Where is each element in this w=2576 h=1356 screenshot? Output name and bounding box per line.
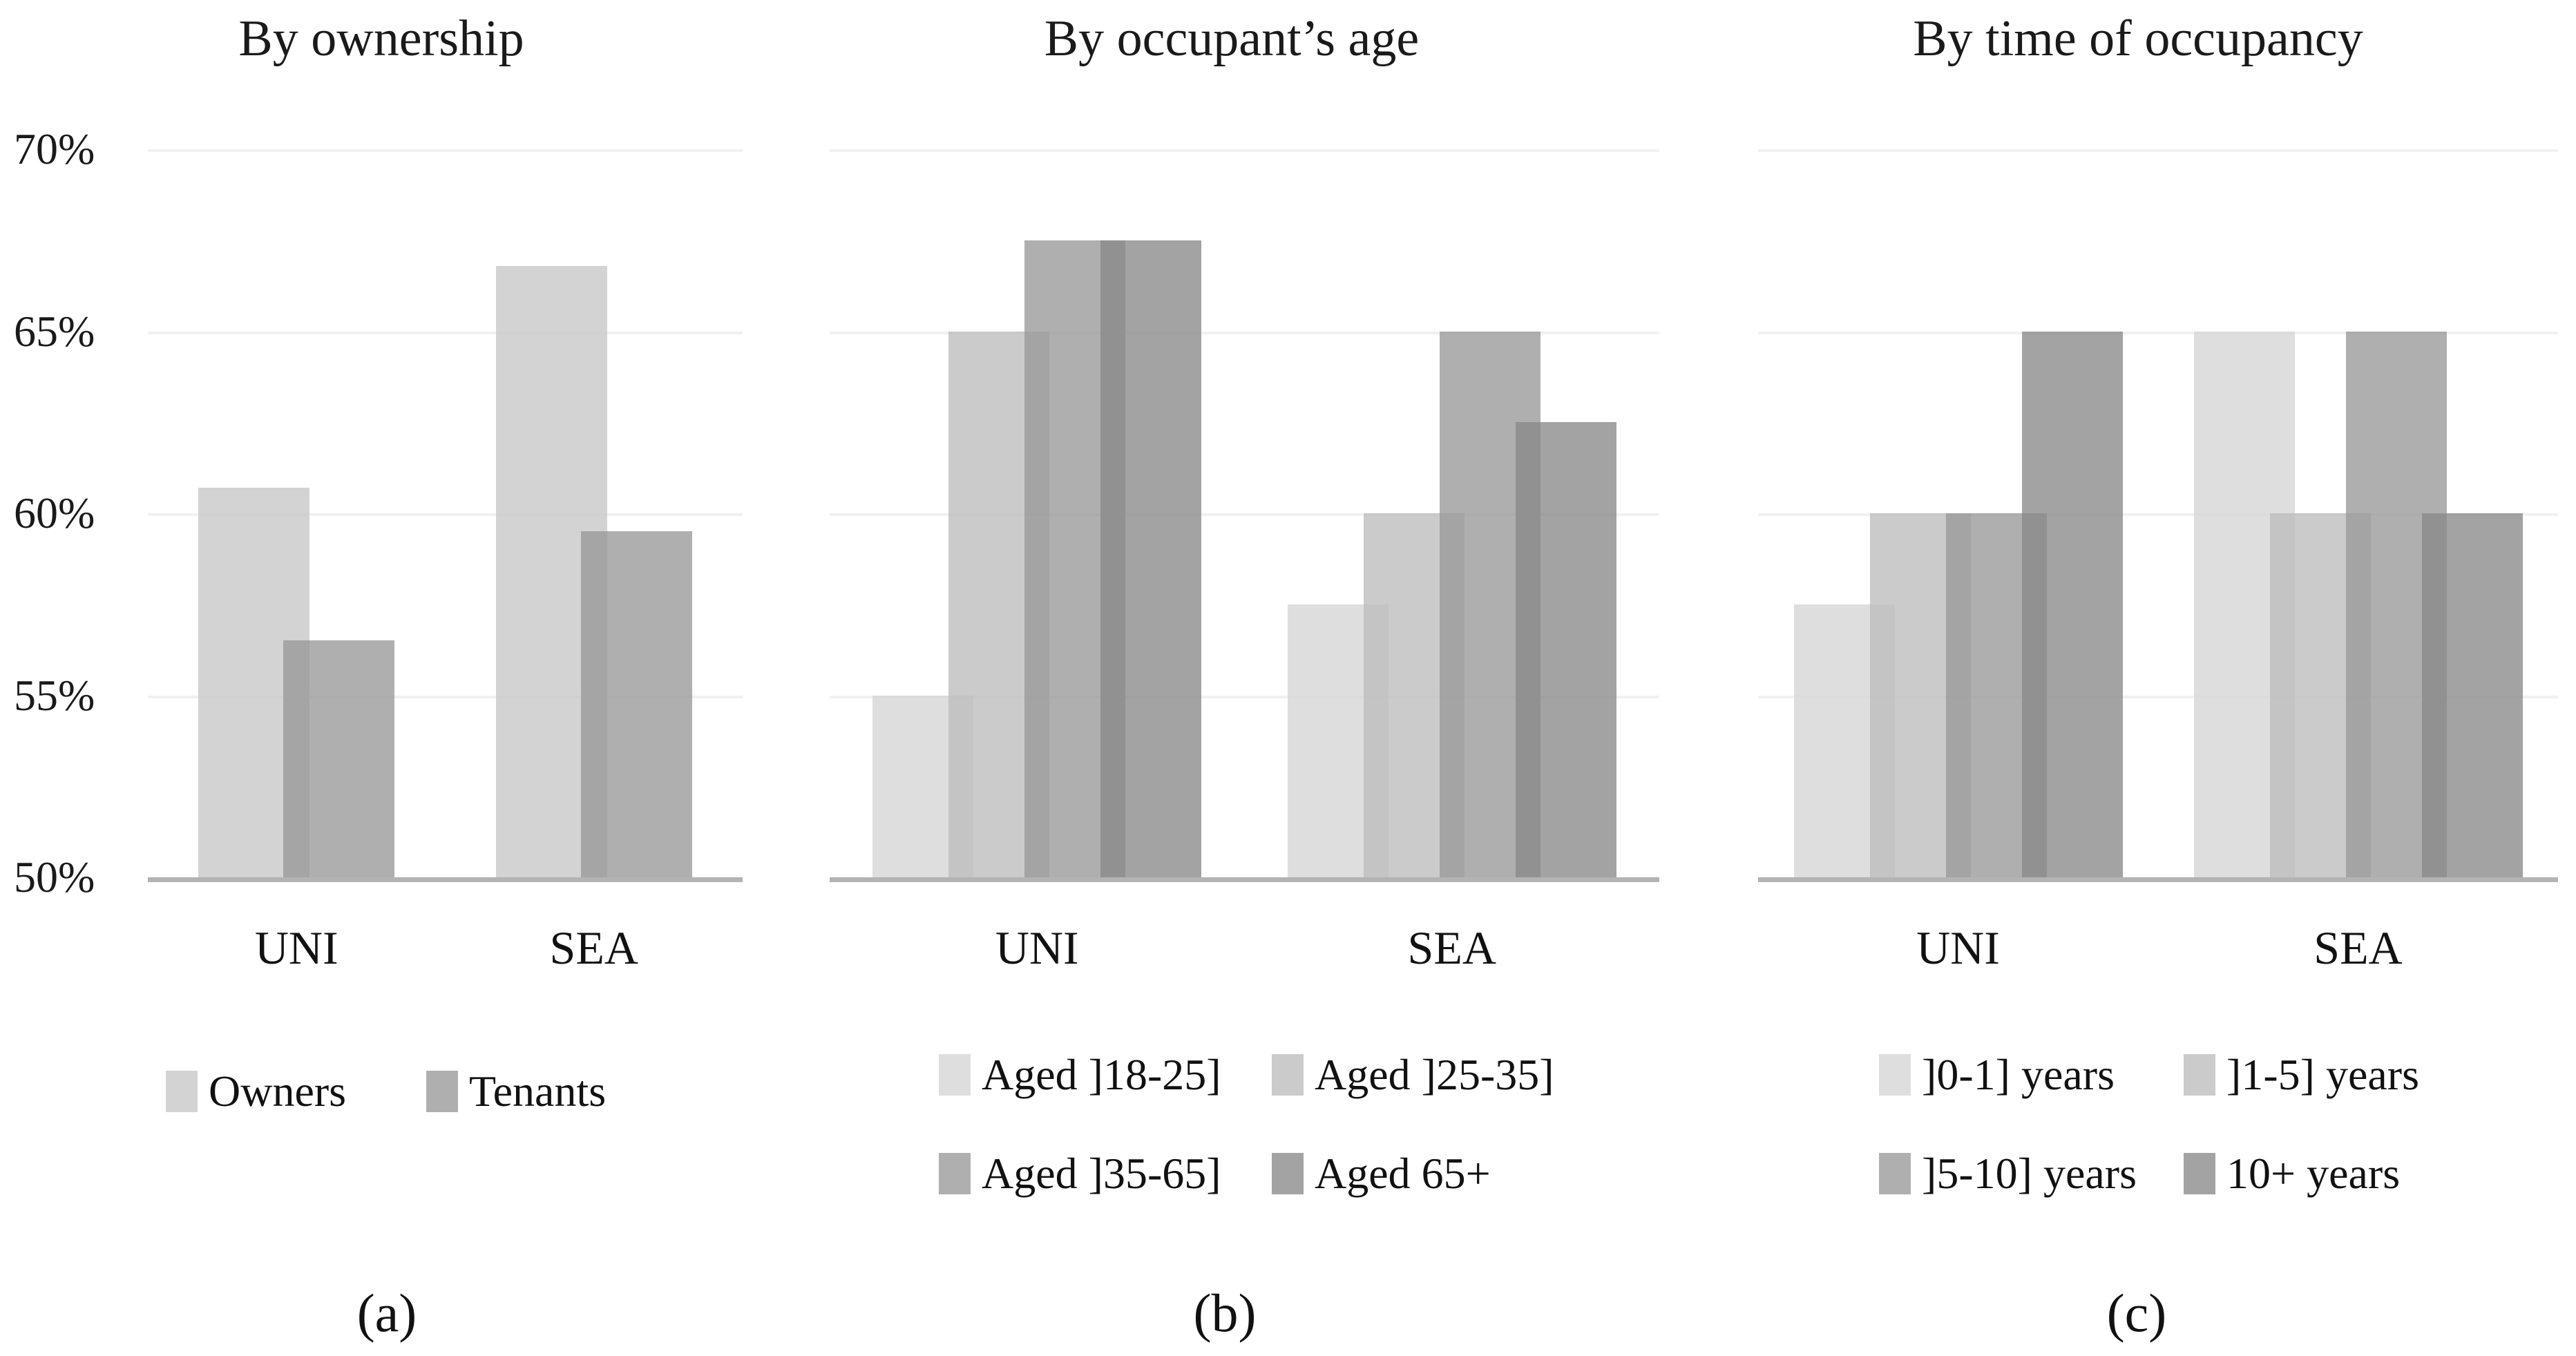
gridline-60pct <box>148 513 743 516</box>
bar-a-sea-series2 <box>580 531 692 877</box>
bar-c-sea-series4 <box>2421 513 2523 877</box>
legend-swatch-icon <box>1879 1153 1911 1194</box>
legend-item-b-series3: Aged ]35-65] <box>939 1140 1272 1207</box>
y-tick-label-60: 60% <box>14 488 95 537</box>
gridline-70pct <box>1758 149 2558 152</box>
category-label-a-sea: SEA <box>549 921 638 974</box>
gridline-60pct <box>1758 513 2558 516</box>
category-label-b-sea: SEA <box>1407 921 1496 974</box>
chart-b-plot-area <box>830 149 1659 882</box>
legend-label: 10+ years <box>2226 1149 2401 1198</box>
chart-b-title: By occupant’s age <box>1044 10 1420 67</box>
bar-group-c-uni <box>1793 331 2123 877</box>
x-axis-line <box>830 877 1659 882</box>
bar-group-a-sea <box>495 265 692 877</box>
chart-c-plot-area <box>1758 149 2558 882</box>
bar-group-b-sea <box>1287 331 1616 877</box>
gridline-55pct <box>1758 695 2558 698</box>
legend-item-c-series4: 10+ years <box>2184 1140 2488 1207</box>
legend-swatch-icon <box>426 1071 458 1112</box>
gridline-70pct <box>148 149 743 152</box>
legend-item-b-series1: Aged ]18-25] <box>939 1042 1272 1108</box>
gridline-55pct <box>148 695 743 698</box>
bar-a-uni-series2 <box>283 640 395 877</box>
bar-group-c-sea <box>2193 331 2523 877</box>
legend-label: Owners <box>209 1067 347 1116</box>
y-tick-label-65: 65% <box>14 306 95 356</box>
chart-a-title: By ownership <box>238 10 524 67</box>
legend-item-a-series2: Tenants <box>426 1058 687 1125</box>
bar-b-sea-series4 <box>1515 422 1616 877</box>
gridline-65pct <box>148 331 743 334</box>
legend-label: Aged ]25-35] <box>1315 1050 1554 1099</box>
bar-group-b-uni <box>872 240 1202 877</box>
y-tick-label-55: 55% <box>14 670 95 720</box>
legend-label: Tenants <box>469 1067 607 1116</box>
legend-label: Aged ]18-25] <box>982 1050 1221 1099</box>
legend-swatch-icon <box>939 1054 971 1096</box>
category-label-c-uni: UNI <box>1916 921 2000 974</box>
category-label-b-uni: UNI <box>995 921 1079 974</box>
legend-label: ]5-10] years <box>1922 1149 2137 1198</box>
legend-label: Aged 65+ <box>1315 1149 1491 1198</box>
category-label-c-sea: SEA <box>2313 921 2403 974</box>
caption-a: (a) <box>356 1283 417 1343</box>
legend-b-row1: Aged ]18-25] Aged ]25-35] <box>939 1042 1605 1108</box>
gridline-60pct <box>830 513 1659 516</box>
chart-a-plot-area <box>148 149 743 882</box>
caption-b: (b) <box>1193 1283 1257 1343</box>
legend-label: Aged ]35-65] <box>982 1149 1221 1198</box>
legend-item-c-series3: ]5-10] years <box>1879 1140 2184 1207</box>
caption-c: (c) <box>2106 1283 2167 1343</box>
legend-item-c-series2: ]1-5] years <box>2184 1042 2488 1108</box>
legend-swatch-icon <box>1272 1054 1304 1096</box>
legend-swatch-icon <box>166 1071 198 1112</box>
legend-c-row2: ]5-10] years 10+ years <box>1879 1140 2488 1207</box>
legend-swatch-icon <box>1272 1153 1304 1194</box>
x-axis-line <box>1758 877 2558 882</box>
bar-group-a-uni <box>198 488 395 877</box>
legend-label: ]1-5] years <box>2226 1050 2419 1099</box>
legend-swatch-icon <box>2184 1054 2215 1096</box>
gridline-55pct <box>830 695 1659 698</box>
chart-c-title: By time of occupancy <box>1913 10 2363 67</box>
legend-label: ]0-1] years <box>1922 1050 2115 1099</box>
legend-item-b-series4: Aged 65+ <box>1272 1140 1605 1207</box>
bar-b-uni-series4 <box>1100 240 1202 877</box>
legend-swatch-icon <box>939 1153 971 1194</box>
x-axis-line <box>148 877 743 882</box>
category-label-a-uni: UNI <box>254 921 338 974</box>
gridline-65pct <box>1758 331 2558 334</box>
gridline-70pct <box>830 149 1659 152</box>
legend-swatch-icon <box>1879 1054 1911 1096</box>
y-tick-label-70: 70% <box>14 124 95 173</box>
bar-c-uni-series4 <box>2021 331 2123 877</box>
legend-a-row1: Owners Tenants <box>166 1058 687 1125</box>
legend-item-b-series2: Aged ]25-35] <box>1272 1042 1605 1108</box>
legend-b-row2: Aged ]35-65] Aged 65+ <box>939 1140 1605 1207</box>
legend-item-a-series1: Owners <box>166 1058 426 1125</box>
legend-swatch-icon <box>2184 1153 2215 1194</box>
gridline-65pct <box>830 331 1659 334</box>
legend-item-c-series1: ]0-1] years <box>1879 1042 2184 1108</box>
y-tick-label-50: 50% <box>14 852 95 901</box>
legend-c-row1: ]0-1] years ]1-5] years <box>1879 1042 2488 1108</box>
